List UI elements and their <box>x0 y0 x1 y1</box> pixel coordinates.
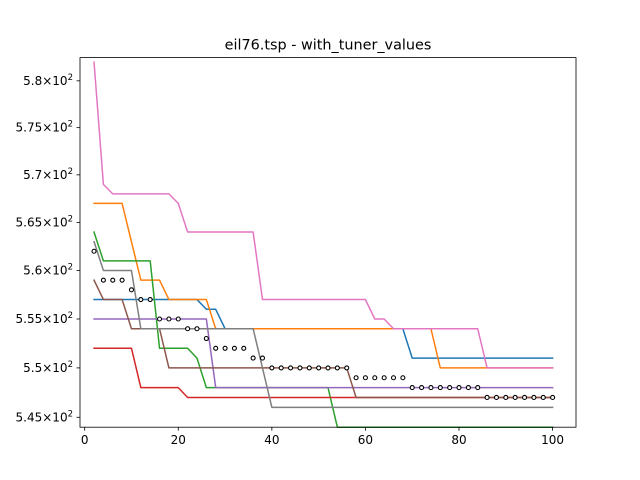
series-line-2 <box>93 202 554 369</box>
x-tick-label: 20 <box>171 433 186 447</box>
x-tick-label: 0 <box>81 433 89 447</box>
axes-frame <box>79 57 577 428</box>
data-point-series-9 <box>493 394 500 401</box>
data-point-series-9 <box>185 326 191 332</box>
data-point-series-9 <box>222 345 228 351</box>
y-tick-label: 5.6×102 <box>23 263 73 278</box>
data-point-series-9 <box>512 394 518 401</box>
data-point-series-9 <box>484 394 490 401</box>
data-point-series-9 <box>297 365 303 371</box>
data-point-series-9 <box>203 335 209 342</box>
y-tick-label: 5.65×102 <box>16 214 73 229</box>
data-point-series-9 <box>259 355 266 361</box>
data-point-series-9 <box>269 365 275 371</box>
data-point-series-9 <box>241 345 247 351</box>
data-point-series-9 <box>147 296 153 303</box>
data-point-series-9 <box>128 287 135 293</box>
data-point-series-9 <box>194 326 200 332</box>
series-line-1 <box>93 298 554 359</box>
data-point-series-9 <box>437 385 443 391</box>
y-tick-label: 5.55×102 <box>16 311 73 326</box>
data-point-series-9 <box>456 385 462 391</box>
data-point-series-9 <box>334 365 340 371</box>
y-tick-label: 5.7×102 <box>23 167 73 182</box>
data-point-series-9 <box>372 375 378 381</box>
data-point-series-9 <box>119 277 125 283</box>
data-point-series-9 <box>91 248 97 254</box>
x-tick-label: 80 <box>451 433 466 447</box>
data-point-series-9 <box>362 375 368 381</box>
chart-title: eil76.tsp - with_tuner_values <box>225 38 432 54</box>
x-tick-label: 100 <box>541 433 564 447</box>
data-point-series-9 <box>390 375 397 381</box>
data-point-series-9 <box>447 385 453 391</box>
series-line-4 <box>93 347 554 399</box>
x-tick-label: 40 <box>264 433 279 447</box>
data-point-series-9 <box>353 375 359 381</box>
data-point-series-9 <box>381 375 387 381</box>
data-point-series-9 <box>110 277 116 283</box>
data-point-series-9 <box>344 365 350 371</box>
data-point-series-9 <box>306 365 312 371</box>
data-point-series-9 <box>157 316 163 322</box>
data-point-series-9 <box>531 394 537 401</box>
data-point-series-9 <box>503 394 509 401</box>
y-tick-label: 5.5×102 <box>23 360 73 375</box>
data-point-series-9 <box>138 296 144 303</box>
series-line-5 <box>93 318 554 389</box>
data-point-series-9 <box>250 355 256 361</box>
plot-area: 0 20 40 60 80 100 5.45×102 5.5×102 5.55×102 5.6×1… <box>16 61 564 447</box>
data-point-series-9 <box>288 365 294 371</box>
data-point-series-9 <box>316 365 322 371</box>
data-point-series-9 <box>428 385 434 391</box>
data-point-series-9 <box>419 385 425 391</box>
data-point-series-9 <box>100 277 106 283</box>
data-point-series-9 <box>166 316 172 322</box>
data-point-series-9 <box>475 385 481 391</box>
x-tick-label: 60 <box>358 433 373 447</box>
data-point-series-9 <box>400 375 406 381</box>
data-point-series-9 <box>231 345 237 351</box>
data-point-series-9 <box>540 394 546 401</box>
data-point-series-9 <box>409 385 415 391</box>
data-point-series-9 <box>325 365 331 371</box>
data-point-series-9 <box>175 316 181 322</box>
data-point-series-9 <box>278 365 284 371</box>
data-point-series-9 <box>213 345 219 351</box>
series-line-7 <box>93 61 554 369</box>
y-tick-label: 5.8×102 <box>23 73 73 88</box>
y-tick-label: 5.75×102 <box>16 120 73 135</box>
data-point-series-9 <box>521 394 528 401</box>
y-tick-label: 5.45×102 <box>16 409 73 424</box>
data-point-series-9 <box>550 394 556 401</box>
data-point-series-9 <box>465 385 471 391</box>
